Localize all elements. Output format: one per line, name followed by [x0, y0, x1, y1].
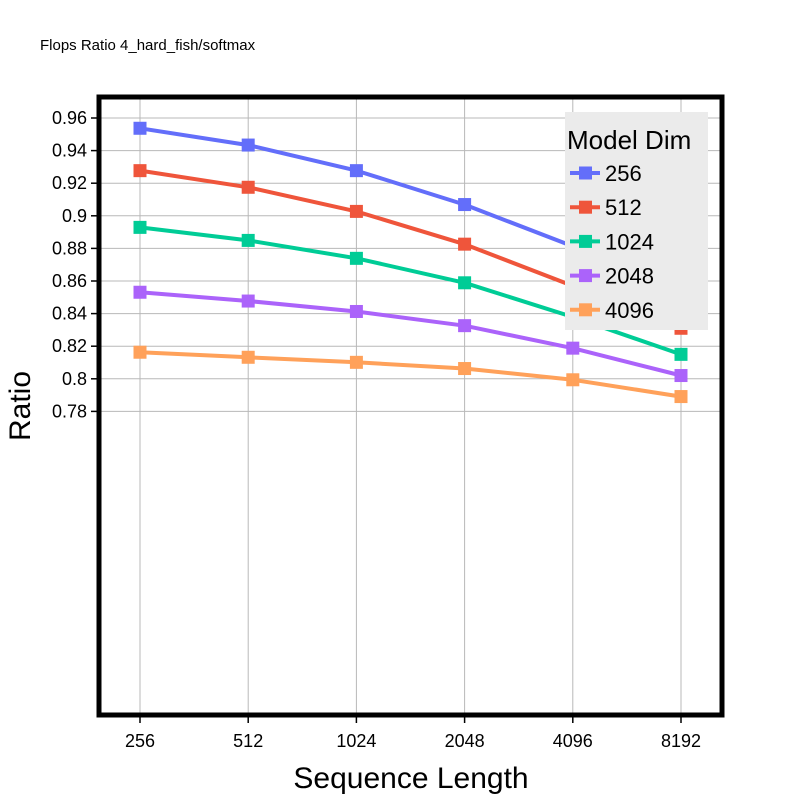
y-tick-label: 0.9	[62, 206, 87, 226]
series-4096	[133, 345, 688, 404]
data-point	[458, 276, 472, 290]
legend-title: Model Dim	[567, 125, 691, 155]
legend-label: 2048	[605, 264, 654, 289]
data-point	[674, 369, 688, 383]
x-axis-label: Sequence Length	[293, 762, 528, 795]
series-line	[139, 350, 682, 399]
y-tick-label: 0.78	[52, 401, 87, 421]
legend-marker	[579, 166, 592, 180]
data-point	[349, 164, 363, 178]
y-tick-label: 0.84	[52, 304, 87, 324]
y-tick-label: 0.94	[52, 141, 87, 161]
data-point	[241, 180, 255, 194]
legend-marker	[579, 200, 592, 214]
legend-item-512: 512	[570, 195, 642, 220]
y-tick-label: 0.92	[52, 173, 87, 193]
x-tick-label: 4096	[553, 731, 593, 751]
y-tick-label: 0.86	[52, 271, 87, 291]
data-point	[241, 294, 255, 308]
plot-frame	[96, 94, 725, 718]
data-point	[241, 233, 255, 247]
data-point	[133, 220, 147, 234]
data-point	[566, 373, 580, 387]
data-point	[458, 198, 472, 212]
legend-item-256: 256	[570, 161, 642, 186]
y-tick-label: 0.82	[52, 336, 87, 356]
x-tick-label: 1024	[336, 731, 376, 751]
legend-marker	[579, 234, 592, 248]
chart-title: Flops Ratio 4_hard_fish/softmax	[40, 37, 256, 54]
x-tick-label: 8192	[661, 731, 701, 751]
legend-item-2048: 2048	[570, 264, 654, 289]
legend-item-1024: 1024	[570, 229, 654, 254]
legend-label: 4096	[605, 298, 654, 323]
legend-box	[565, 112, 708, 330]
y-axis-label: Ratio	[4, 371, 37, 441]
data-point	[133, 285, 147, 299]
data-point	[458, 362, 472, 376]
data-point	[349, 251, 363, 265]
data-point	[349, 204, 363, 218]
data-point	[241, 138, 255, 152]
data-point	[566, 341, 580, 355]
series-2048	[133, 285, 688, 383]
data-point	[349, 304, 363, 318]
data-point	[133, 345, 147, 359]
x-tick-label: 512	[233, 731, 263, 751]
data-point	[133, 164, 147, 178]
x-tick-label: 2048	[445, 731, 485, 751]
y-tick-label: 0.96	[52, 108, 87, 128]
legend-label: 1024	[605, 229, 654, 254]
legend-label: 256	[605, 161, 642, 186]
legend-item-4096: 4096	[570, 298, 654, 323]
data-point	[674, 390, 688, 404]
data-point	[458, 237, 472, 251]
y-axis: 0.78 0.8 0.82 0.84 0.86 0.88 0.9 0.92 0.94 0.96	[52, 108, 97, 421]
data-point	[349, 355, 363, 369]
x-tick-label: 256	[125, 731, 155, 751]
y-tick-label: 0.8	[62, 369, 87, 389]
data-point	[674, 347, 688, 361]
data-point	[458, 319, 472, 333]
legend: Model Dim 256 512 1024 2048 4096	[565, 112, 708, 330]
legend-marker	[579, 269, 592, 283]
legend-label: 512	[605, 195, 642, 220]
x-axis: 256 512 1024 2048 4096 8192	[125, 717, 701, 751]
data-point	[133, 121, 147, 135]
legend-marker	[579, 303, 592, 317]
series-line	[139, 290, 682, 378]
y-tick-label: 0.88	[52, 238, 87, 258]
data-point	[241, 350, 255, 364]
